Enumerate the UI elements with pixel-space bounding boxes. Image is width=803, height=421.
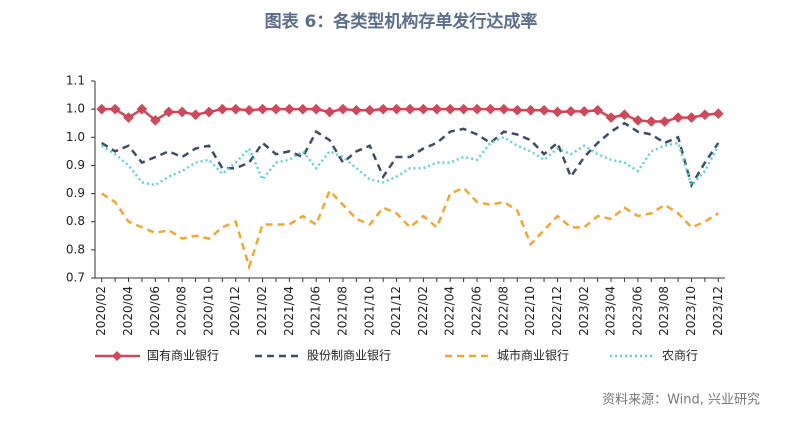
data-point <box>686 112 697 123</box>
data-point <box>471 103 483 115</box>
data-point <box>418 103 429 115</box>
source-note: 资料来源：Wind, 兴业研究 <box>602 393 760 408</box>
data-point <box>605 112 617 123</box>
x-tick-label: 2021/08 <box>335 286 349 336</box>
x-tick-label: 2023/10 <box>684 286 698 336</box>
x-tick-label: 2023/08 <box>657 286 671 336</box>
data-point <box>632 115 644 126</box>
data-point <box>297 103 309 115</box>
series-line <box>101 186 719 271</box>
data-point <box>712 108 724 119</box>
x-tick-label: 2022/08 <box>496 286 510 336</box>
data-point <box>431 103 443 115</box>
data-point <box>351 104 362 116</box>
x-tick-label: 2022/02 <box>416 286 430 336</box>
data-point <box>149 115 161 126</box>
series-line <box>101 121 720 189</box>
data-point <box>364 104 376 116</box>
legend-label: 农商行 <box>662 348 698 363</box>
data-point <box>109 103 121 115</box>
data-point <box>163 106 175 118</box>
data-point <box>538 104 550 116</box>
x-tick-label: 2020/06 <box>148 286 162 336</box>
data-point <box>176 106 188 118</box>
data-point <box>511 104 523 116</box>
chart-title: 图表 6：各类型机构存单发行达成率 <box>265 11 538 32</box>
data-point <box>136 103 148 115</box>
data-point <box>645 116 657 127</box>
series-line <box>101 135 720 188</box>
y-tick-label: 0.9 <box>66 158 85 172</box>
y-tick-label: 1.1 <box>66 74 85 88</box>
data-point <box>96 103 108 115</box>
data-point <box>230 103 242 115</box>
data-point <box>190 109 201 121</box>
y-tick-label: 0.9 <box>66 186 85 200</box>
x-tick-label: 2023/04 <box>604 286 618 336</box>
y-tick-label: 1.0 <box>66 102 85 116</box>
data-point <box>485 103 496 115</box>
x-tick-label: 2023/06 <box>630 286 644 336</box>
y-tick-label: 0.8 <box>66 214 85 228</box>
x-tick-label: 2021/04 <box>282 286 296 336</box>
x-tick-label: 2023/02 <box>577 286 591 336</box>
data-point <box>659 116 671 127</box>
x-tick-label: 2020/02 <box>94 286 108 336</box>
data-point <box>216 103 228 115</box>
x-tick-label: 2022/12 <box>550 286 564 336</box>
data-point <box>337 103 349 115</box>
data-point <box>525 104 536 116</box>
data-point <box>270 103 282 115</box>
data-point <box>552 106 563 118</box>
x-tick-label: 2021/12 <box>389 286 403 336</box>
x-tick-label: 2021/02 <box>255 286 269 336</box>
y-tick-label: 0.8 <box>66 242 85 256</box>
data-point <box>284 103 295 115</box>
x-tick-label: 2021/10 <box>362 286 376 336</box>
data-point <box>123 112 134 123</box>
data-point <box>458 103 469 115</box>
x-tick-label: 2022/10 <box>523 286 537 336</box>
data-point <box>243 104 255 116</box>
data-point <box>672 112 684 123</box>
x-tick-label: 2020/08 <box>175 286 189 336</box>
data-point <box>565 106 577 117</box>
data-point <box>699 109 711 121</box>
data-point <box>404 103 416 115</box>
data-point <box>203 106 215 118</box>
data-point <box>444 103 456 115</box>
x-tick-label: 2021/06 <box>309 286 323 336</box>
data-point <box>324 106 335 118</box>
data-point <box>619 109 630 121</box>
data-point <box>391 103 402 115</box>
x-tick-label: 2020/04 <box>121 286 135 336</box>
data-point <box>578 106 590 117</box>
legend-label: 城市商业银行 <box>497 348 569 363</box>
x-tick-label: 2022/04 <box>443 286 457 336</box>
y-tick-label: 1.0 <box>66 130 85 144</box>
x-tick-label: 2023/12 <box>711 286 725 336</box>
legend-marker <box>112 351 122 361</box>
x-tick-label: 2020/10 <box>201 286 215 336</box>
data-point <box>592 104 604 116</box>
data-point <box>377 103 389 115</box>
legend-label: 国有商业银行 <box>147 348 219 363</box>
data-point <box>498 103 510 115</box>
data-point <box>310 103 322 115</box>
x-tick-label: 2020/12 <box>228 286 242 336</box>
legend-label: 股份制商业银行 <box>307 348 391 363</box>
y-tick-label: 0.7 <box>66 271 85 285</box>
data-point <box>257 103 268 115</box>
x-tick-label: 2022/06 <box>470 286 484 336</box>
